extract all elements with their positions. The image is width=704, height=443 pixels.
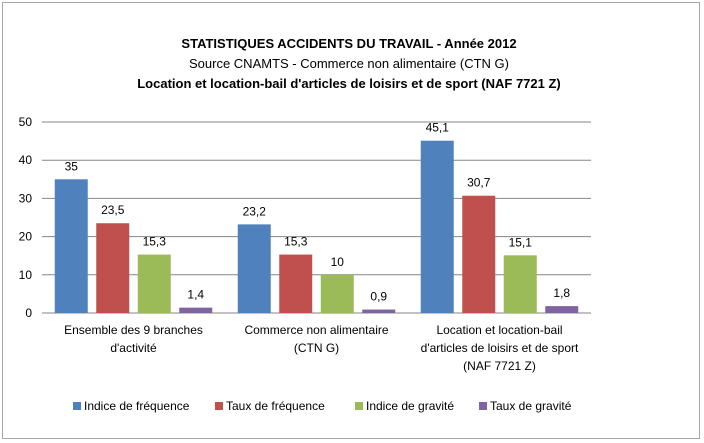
data-label: 1,8 bbox=[553, 286, 570, 300]
data-label: 15,3 bbox=[143, 235, 167, 249]
bar bbox=[237, 224, 271, 313]
bars bbox=[54, 140, 579, 313]
bar bbox=[503, 255, 537, 313]
data-label: 35 bbox=[65, 159, 79, 173]
data-label: 10 bbox=[331, 255, 345, 269]
legend-label: Indice de fréquence bbox=[84, 399, 190, 413]
y-tick-label: 20 bbox=[19, 230, 33, 244]
category-label: d'activité bbox=[110, 341, 157, 355]
category-labels: Ensemble des 9 branches d'activité Commerc… bbox=[64, 323, 579, 373]
category-label: Commerce non alimentaire bbox=[244, 323, 388, 337]
bar bbox=[54, 179, 88, 313]
data-label: 45,1 bbox=[426, 121, 450, 135]
legend-swatch bbox=[355, 402, 363, 410]
category-label: Ensemble des 9 branches bbox=[64, 323, 203, 337]
y-tick-label: 40 bbox=[19, 153, 33, 167]
chart-title-line-2: Source CNAMTS - Commerce non alimentaire… bbox=[189, 56, 509, 71]
y-tick-label: 30 bbox=[19, 191, 33, 205]
gridlines bbox=[42, 121, 591, 314]
category-label: (NAF 7721 Z) bbox=[463, 359, 536, 373]
category-label: (CTN G) bbox=[294, 341, 339, 355]
legend-label: Taux de gravité bbox=[490, 399, 572, 413]
bar bbox=[462, 195, 496, 313]
data-label: 23,5 bbox=[101, 203, 125, 217]
y-tick-label: 50 bbox=[19, 115, 33, 129]
data-label: 0,9 bbox=[370, 290, 387, 304]
legend: Indice de fréquence Taux de fréquence Indi… bbox=[73, 399, 572, 413]
bar bbox=[545, 306, 579, 313]
chart-title-line-3: Location et location-bail d'articles de … bbox=[137, 76, 561, 91]
bar bbox=[96, 223, 130, 313]
chart-title-line-1: STATISTIQUES ACCIDENTS DU TRAVAIL - Anné… bbox=[181, 36, 516, 51]
data-label: 15,3 bbox=[284, 235, 308, 249]
data-label: 30,7 bbox=[467, 176, 491, 190]
data-label: 15,1 bbox=[509, 235, 533, 249]
legend-label: Taux de fréquence bbox=[226, 399, 325, 413]
data-label: 1,4 bbox=[187, 288, 204, 302]
legend-label: Indice de gravité bbox=[366, 399, 454, 413]
bar bbox=[137, 254, 171, 313]
bar bbox=[420, 140, 454, 313]
bar bbox=[179, 307, 213, 313]
category-label: Location et location-bail bbox=[436, 323, 562, 337]
bar bbox=[362, 309, 396, 313]
bar bbox=[320, 274, 354, 313]
legend-swatch bbox=[479, 402, 487, 410]
data-label: 23,2 bbox=[243, 204, 267, 218]
y-tick-label: 10 bbox=[19, 268, 33, 282]
legend-swatch bbox=[73, 402, 81, 410]
chart-frame bbox=[2, 2, 700, 439]
y-axis-ticks: 0 10 20 30 40 50 bbox=[19, 115, 33, 320]
category-label: d'articles de loisirs et de sport bbox=[421, 341, 579, 355]
legend-swatch bbox=[215, 402, 223, 410]
data-labels: 35 23,2 45,1 23,5 15,3 30,7 15,3 10 15,1 1,4 0,9 1,… bbox=[65, 121, 571, 304]
chart-title: STATISTIQUES ACCIDENTS DU TRAVAIL - Anné… bbox=[137, 36, 561, 91]
bar bbox=[279, 254, 313, 313]
y-tick-label: 0 bbox=[25, 306, 32, 320]
